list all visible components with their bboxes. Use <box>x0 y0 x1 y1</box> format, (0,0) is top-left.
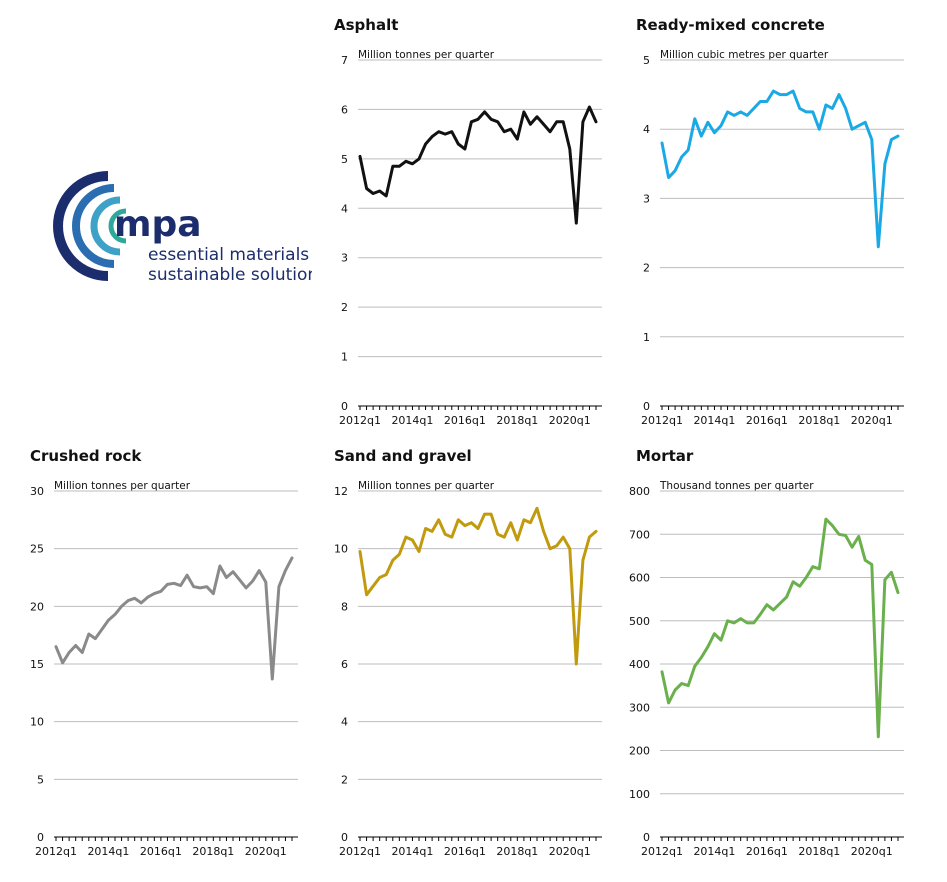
y-tick-label: 0 <box>643 831 650 844</box>
y-tick-label: 5 <box>643 54 650 67</box>
series-line <box>660 517 900 739</box>
y-tick-label: 10 <box>334 543 348 556</box>
y-tick-label: 8 <box>341 600 348 613</box>
y-tick-label: 5 <box>37 773 44 786</box>
y-tick-label: 100 <box>629 788 650 801</box>
y-tick-label: 800 <box>629 485 650 498</box>
logo-brand: mpa <box>114 204 202 245</box>
y-tick-label: 1 <box>341 351 348 364</box>
y-tick-label: 30 <box>30 485 44 498</box>
y-tick-label: 10 <box>30 716 44 729</box>
logo-tagline-2: sustainable solutions <box>148 265 312 285</box>
series-line <box>660 89 900 249</box>
y-tick-label: 6 <box>341 103 348 116</box>
x-tick-label: 2012q1 <box>641 845 683 858</box>
chart-title: Asphalt <box>334 16 398 34</box>
x-tick-label: 2020q1 <box>851 845 893 858</box>
chart-title: Sand and gravel <box>334 447 472 465</box>
y-axis-label: Thousand tonnes per quarter <box>659 480 814 492</box>
y-tick-label: 500 <box>629 615 650 628</box>
x-tick-label: 2014q1 <box>87 845 129 858</box>
y-tick-label: 5 <box>341 153 348 166</box>
y-tick-label: 0 <box>341 400 348 413</box>
x-tick-label: 2020q1 <box>549 845 591 858</box>
chart-title: Mortar <box>636 447 694 465</box>
x-tick-label: 2020q1 <box>851 414 893 427</box>
x-tick-label: 2014q1 <box>693 845 735 858</box>
y-tick-label: 7 <box>341 54 348 67</box>
x-tick-label: 2018q1 <box>798 414 840 427</box>
chart-crushed-rock: Crushed rock Million tonnes per quarter 0 5… <box>30 441 330 861</box>
chart-svg: Ready-mixed concrete Million cubic metres… <box>636 16 904 427</box>
x-tick-label: 2014q1 <box>391 845 433 858</box>
y-tick-label: 1 <box>643 331 650 344</box>
y-axis-label: Million cubic metres per quarter <box>660 49 829 61</box>
x-tick-label: 2018q1 <box>798 845 840 858</box>
y-tick-label: 300 <box>629 701 650 714</box>
y-axis-label: Million tonnes per quarter <box>358 49 495 61</box>
logo-tagline-1: essential materials <box>148 245 309 265</box>
chart-svg: Asphalt Million tonnes per quarter 0 1 2 3 4 5 6… <box>334 16 602 427</box>
y-tick-label: 4 <box>643 123 650 136</box>
y-tick-label: 0 <box>341 831 348 844</box>
y-tick-label: 4 <box>341 202 348 215</box>
y-tick-label: 2 <box>643 262 650 275</box>
series-line <box>358 105 598 225</box>
chart-ready-mixed-concrete: Ready-mixed concrete Million cubic metres… <box>636 10 936 430</box>
x-tick-label: 2014q1 <box>693 414 735 427</box>
y-tick-label: 15 <box>30 658 44 671</box>
chart-title: Crushed rock <box>30 447 142 465</box>
x-tick-label: 2018q1 <box>496 414 538 427</box>
y-tick-label: 200 <box>629 745 650 758</box>
x-tick-label: 2016q1 <box>444 414 486 427</box>
chart-title: Ready-mixed concrete <box>636 16 825 34</box>
x-tick-label: 2012q1 <box>339 414 381 427</box>
y-tick-label: 600 <box>629 572 650 585</box>
x-tick-label: 2016q1 <box>746 414 788 427</box>
x-tick-label: 2012q1 <box>35 845 77 858</box>
x-tick-label: 2016q1 <box>140 845 182 858</box>
series-line <box>54 556 294 681</box>
x-tick-label: 2020q1 <box>549 414 591 427</box>
x-tick-label: 2012q1 <box>641 414 683 427</box>
y-tick-label: 12 <box>334 485 348 498</box>
y-tick-label: 700 <box>629 528 650 541</box>
series-line <box>358 506 598 666</box>
y-tick-label: 3 <box>643 192 650 205</box>
x-tick-label: 2018q1 <box>496 845 538 858</box>
y-tick-label: 0 <box>643 400 650 413</box>
x-tick-label: 2020q1 <box>245 845 287 858</box>
chart-mortar: Mortar Thousand tonnes per quarter 0 100 200… <box>629 441 936 861</box>
x-tick-label: 2016q1 <box>444 845 486 858</box>
y-tick-label: 6 <box>341 658 348 671</box>
chart-svg: Sand and gravel Million tonnes per quarte… <box>334 447 602 858</box>
y-axis-label: Million tonnes per quarter <box>54 480 191 492</box>
x-tick-label: 2014q1 <box>391 414 433 427</box>
y-tick-label: 2 <box>341 773 348 786</box>
chart-sand-and-gravel: Sand and gravel Million tonnes per quarte… <box>334 441 634 861</box>
x-tick-label: 2012q1 <box>339 845 381 858</box>
chart-svg: Mortar Thousand tonnes per quarter 0 100 200… <box>629 447 904 858</box>
x-tick-label: 2018q1 <box>192 845 234 858</box>
y-tick-label: 20 <box>30 600 44 613</box>
chart-svg: Crushed rock Million tonnes per quarter 0 5… <box>30 447 298 858</box>
y-tick-label: 2 <box>341 301 348 314</box>
y-tick-label: 3 <box>341 252 348 265</box>
y-tick-label: 400 <box>629 658 650 671</box>
y-axis-label: Million tonnes per quarter <box>358 480 495 492</box>
y-tick-label: 25 <box>30 543 44 556</box>
x-tick-label: 2016q1 <box>746 845 788 858</box>
mpa-logo: mpa essential materials sustainable solu… <box>52 170 327 286</box>
y-tick-label: 0 <box>37 831 44 844</box>
chart-asphalt: Asphalt Million tonnes per quarter 0 1 2 3 4 5 6… <box>334 10 634 430</box>
y-tick-label: 4 <box>341 716 348 729</box>
